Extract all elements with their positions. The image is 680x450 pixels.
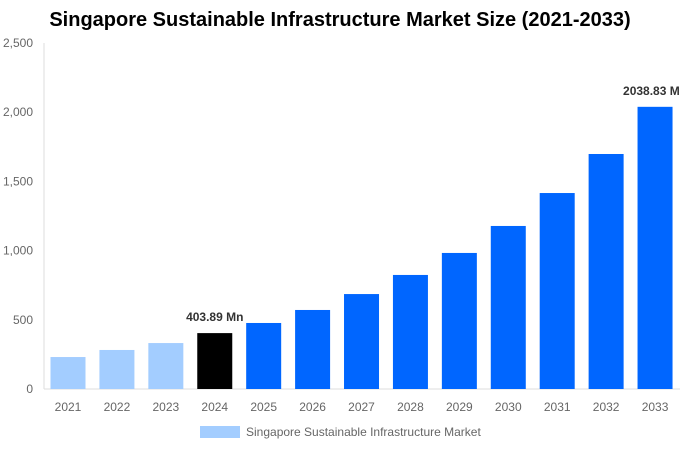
x-tick-label: 2024 [201, 400, 228, 414]
bar-2022 [99, 349, 135, 389]
chart-title: Singapore Sustainable Infrastructure Mar… [49, 9, 631, 31]
data-label: 2038.83 Mn [623, 84, 680, 98]
legend: Singapore Sustainable Infrastructure Mar… [200, 425, 481, 439]
x-tick-label: 2031 [544, 400, 571, 414]
x-tick-label: 2028 [397, 400, 424, 414]
x-tick-label: 2022 [104, 400, 131, 414]
data-label: 403.89 Mn [186, 310, 243, 324]
bar-2021 [50, 357, 86, 389]
y-tick-label: 2,000 [3, 105, 33, 119]
y-tick-label: 0 [26, 382, 33, 396]
legend-swatch [200, 426, 240, 438]
y-tick-label: 2,500 [3, 36, 33, 50]
legend-label: Singapore Sustainable Infrastructure Mar… [246, 425, 481, 439]
bar-2031 [539, 193, 575, 389]
bar-2030 [490, 225, 526, 389]
bar-2025 [246, 322, 282, 389]
y-tick-label: 1,500 [3, 174, 33, 188]
x-tick-label: 2025 [250, 400, 277, 414]
bar-2027 [344, 294, 380, 389]
bar-2033 [637, 106, 673, 389]
bar-2028 [392, 274, 428, 389]
bar-2026 [295, 309, 331, 389]
bar-2024 [197, 333, 233, 389]
y-tick-label: 500 [13, 313, 33, 327]
bar-2029 [441, 252, 477, 389]
bar-2032 [588, 153, 624, 389]
x-tick-label: 2033 [642, 400, 669, 414]
x-tick-label: 2030 [495, 400, 522, 414]
x-tick-label: 2027 [348, 400, 375, 414]
x-tick-label: 2023 [152, 400, 179, 414]
bar-2023 [148, 343, 184, 389]
x-tick-label: 2029 [446, 400, 473, 414]
x-tick-label: 2021 [55, 400, 82, 414]
y-tick-label: 1,000 [3, 244, 33, 258]
x-tick-label: 2026 [299, 400, 326, 414]
x-tick-label: 2032 [593, 400, 620, 414]
